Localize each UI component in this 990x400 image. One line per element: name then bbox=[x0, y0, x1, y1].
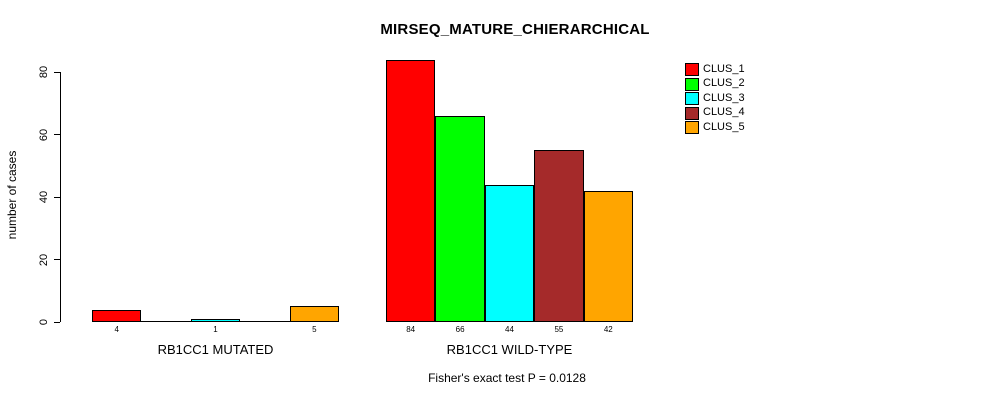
bar-clus_3 bbox=[190, 318, 241, 322]
y-tick-label: 60 bbox=[38, 128, 50, 141]
legend-swatch-clus_3 bbox=[685, 92, 699, 105]
legend-swatch-clus_4 bbox=[685, 106, 699, 120]
bar-clus_2 bbox=[435, 115, 485, 322]
chart-title: MIRSEQ_MATURE_CHIERARCHICAL bbox=[380, 21, 650, 38]
y-tick-mark bbox=[54, 134, 60, 135]
bar-value-label: 42 bbox=[603, 325, 613, 334]
bar-clus_4 bbox=[534, 150, 584, 322]
y-axis-title: number of cases bbox=[5, 150, 19, 240]
y-tick-mark bbox=[54, 71, 60, 73]
y-tick-mark bbox=[54, 196, 60, 198]
bar-value-label: 44 bbox=[505, 325, 514, 334]
legend-swatch-clus_1 bbox=[685, 63, 699, 76]
bar-value-label: 1 bbox=[213, 325, 218, 334]
legend-label: CLUS_3 bbox=[703, 91, 745, 104]
y-tick-label: 80 bbox=[38, 65, 50, 79]
bar-value-label: 5 bbox=[312, 325, 317, 334]
legend-label: CLUS_2 bbox=[703, 77, 745, 89]
y-tick-label: 40 bbox=[38, 190, 50, 204]
bar-value-label: 4 bbox=[114, 325, 119, 334]
y-tick-mark bbox=[54, 321, 60, 323]
y-tick-label: 20 bbox=[38, 253, 50, 266]
legend-label: CLUS_5 bbox=[703, 120, 745, 133]
y-tick-mark bbox=[54, 259, 60, 260]
legend-label: CLUS_4 bbox=[703, 106, 745, 118]
y-axis-line bbox=[60, 72, 61, 322]
group-label-wildtype: RB1CC1 WILD-TYPE bbox=[446, 342, 573, 357]
legend-swatch-clus_2 bbox=[685, 77, 699, 91]
bar-clus_1 bbox=[92, 309, 142, 322]
bar-clus_3 bbox=[484, 184, 535, 322]
y-tick-label: 0 bbox=[38, 318, 50, 326]
legend-label: CLUS_1 bbox=[703, 62, 745, 75]
group-label-mutated: RB1CC1 MUTATED bbox=[157, 342, 274, 357]
legend-swatch-clus_5 bbox=[685, 121, 699, 134]
bar-clus_5 bbox=[289, 306, 339, 322]
bar-clus_5 bbox=[583, 190, 633, 322]
bar-clus_1 bbox=[386, 59, 436, 322]
bar-value-label: 84 bbox=[406, 325, 416, 334]
fisher-test-caption: Fisher's exact test P = 0.0128 bbox=[428, 371, 586, 385]
bar-value-label: 55 bbox=[554, 325, 564, 334]
bar-value-label: 66 bbox=[455, 325, 465, 334]
